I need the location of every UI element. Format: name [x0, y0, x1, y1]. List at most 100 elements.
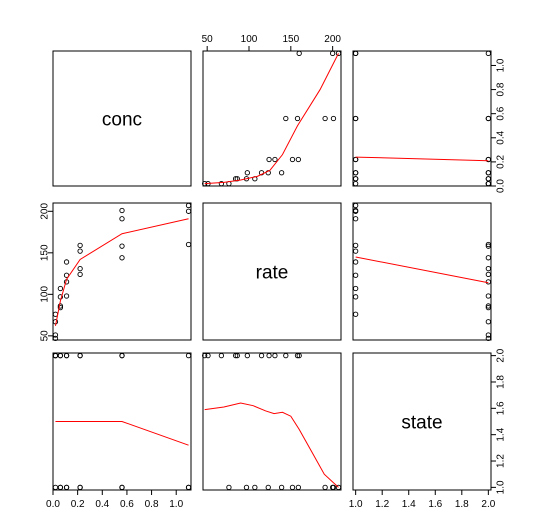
- panel-frame-rate-rate: [202, 202, 342, 341]
- point-conc-vs-state-0: [352, 180, 359, 187]
- panel-frame-rate-state: [352, 202, 492, 341]
- panel-frame-state-rate: [202, 352, 342, 491]
- point-state-vs-conc-0: [52, 484, 59, 491]
- tick-label-rate-left-0: 50: [40, 330, 51, 342]
- point-conc-vs-rate-18: [272, 156, 278, 163]
- point-rate-vs-conc-22: [185, 241, 192, 248]
- smoother-line-conc-vs-rate: [204, 53, 339, 185]
- point-rate-vs-conc-15: [57, 303, 64, 309]
- point-state-vs-rate-4: [265, 484, 271, 491]
- point-rate-vs-conc-19: [77, 271, 83, 278]
- tick-label-conc-bottom-0: 0.0: [46, 499, 60, 510]
- point-state-vs-rate-16: [244, 352, 250, 359]
- point-state-vs-rate-10: [335, 484, 342, 491]
- point-conc-vs-state-3: [352, 176, 359, 182]
- tick-label-state-right-3: 1.6: [496, 401, 507, 415]
- point-conc-vs-rate-5: [278, 170, 285, 176]
- variable-label-conc: conc: [102, 110, 142, 131]
- point-rate-vs-conc-18: [77, 265, 83, 272]
- tick-label-conc-bottom-4: 0.8: [145, 499, 159, 510]
- tick-label-state-right-4: 1.8: [496, 375, 507, 389]
- tick-label-state-bottom-4: 1.8: [455, 499, 469, 510]
- point-conc-vs-state-22: [485, 50, 491, 57]
- point-rate-vs-state-18: [485, 265, 491, 272]
- point-rate-vs-state-6: [352, 242, 359, 249]
- variable-label-state: state: [401, 413, 442, 434]
- point-rate-vs-state-3: [352, 285, 359, 292]
- point-state-vs-conc-3: [57, 484, 64, 491]
- point-rate-vs-state-5: [352, 259, 359, 265]
- point-conc-vs-rate-16: [244, 170, 250, 176]
- point-state-vs-conc-17: [63, 352, 70, 359]
- point-rate-vs-conc-20: [119, 255, 125, 261]
- point-rate-vs-state-7: [352, 248, 359, 254]
- point-rate-vs-conc-6: [77, 242, 83, 249]
- point-conc-vs-state-5: [352, 170, 359, 176]
- point-state-vs-rate-6: [295, 484, 301, 491]
- point-conc-vs-state-9: [352, 115, 359, 122]
- point-conc-vs-rate-15: [234, 176, 240, 182]
- point-state-vs-rate-13: [205, 352, 211, 359]
- point-state-vs-rate-1: [202, 352, 208, 359]
- point-conc-vs-rate-20: [283, 115, 289, 122]
- tick-label-rate-top-1: 100: [241, 34, 258, 45]
- tick-label-state-bottom-0: 1.0: [349, 499, 363, 510]
- point-rate-vs-state-10: [352, 202, 359, 209]
- point-state-vs-rate-2: [243, 484, 250, 491]
- point-state-vs-rate-11: [329, 484, 336, 491]
- tick-label-state-right-5: 2.0: [496, 348, 507, 362]
- point-conc-vs-state-21: [485, 115, 491, 122]
- tick-label-conc-bottom-1: 0.2: [71, 499, 85, 510]
- tick-label-conc-right-4: 0.8: [496, 82, 507, 96]
- tick-label-conc-bottom-2: 0.4: [95, 499, 109, 510]
- point-rate-vs-conc-1: [52, 335, 59, 341]
- point-state-vs-rate-22: [296, 352, 302, 359]
- tick-label-rate-left-1: 100: [40, 286, 51, 303]
- point-state-vs-rate-21: [294, 352, 301, 359]
- point-rate-vs-state-22: [485, 241, 491, 248]
- point-state-vs-conc-7: [77, 484, 83, 491]
- point-state-vs-conc-21: [119, 352, 125, 359]
- point-rate-vs-conc-14: [57, 304, 64, 311]
- tick-label-state-bottom-1: 1.2: [375, 499, 389, 510]
- tick-label-rate-left-2: 150: [40, 244, 51, 261]
- point-conc-vs-rate-22: [296, 50, 302, 57]
- point-state-vs-rate-14: [232, 352, 239, 359]
- panel-frame-conc-conc: [52, 50, 192, 187]
- point-conc-vs-state-15: [485, 176, 491, 182]
- point-rate-vs-conc-2: [57, 294, 64, 300]
- point-rate-vs-conc-10: [185, 202, 192, 209]
- point-conc-vs-rate-10: [335, 50, 342, 57]
- smoother-line-rate-vs-state: [355, 256, 489, 284]
- smoother-line-state-vs-conc: [55, 421, 189, 446]
- tick-label-conc-right-1: 0.2: [496, 155, 507, 169]
- panel-frame-conc-rate: [202, 50, 342, 187]
- point-rate-vs-conc-9: [119, 207, 125, 214]
- tick-label-rate-left-3: 200: [40, 203, 51, 220]
- point-rate-vs-conc-21: [119, 243, 125, 249]
- point-state-vs-rate-5: [278, 484, 285, 491]
- point-state-vs-rate-7: [289, 484, 296, 491]
- point-state-vs-conc-13: [52, 352, 59, 359]
- point-state-vs-rate-20: [283, 352, 289, 359]
- point-rate-vs-state-4: [352, 272, 359, 278]
- point-rate-vs-state-2: [352, 294, 359, 300]
- point-rate-vs-conc-11: [185, 208, 192, 214]
- tick-label-conc-right-5: 1.0: [496, 58, 507, 72]
- point-conc-vs-rate-19: [266, 156, 272, 163]
- point-state-vs-conc-22: [185, 352, 192, 359]
- point-conc-vs-rate-12: [218, 180, 225, 187]
- tick-label-state-right-2: 1.4: [496, 427, 507, 441]
- point-state-vs-rate-19: [266, 352, 272, 359]
- point-state-vs-rate-18: [272, 352, 278, 359]
- point-state-vs-rate-3: [252, 484, 258, 491]
- point-rate-vs-conc-7: [77, 248, 83, 254]
- point-state-vs-conc-9: [119, 484, 125, 491]
- point-conc-vs-rate-8: [322, 115, 328, 122]
- point-state-vs-conc-15: [57, 352, 64, 359]
- tick-label-conc-right-3: 0.6: [496, 106, 507, 120]
- point-rate-vs-state-0: [352, 311, 359, 317]
- point-state-vs-rate-17: [258, 352, 265, 359]
- point-rate-vs-state-17: [485, 279, 491, 285]
